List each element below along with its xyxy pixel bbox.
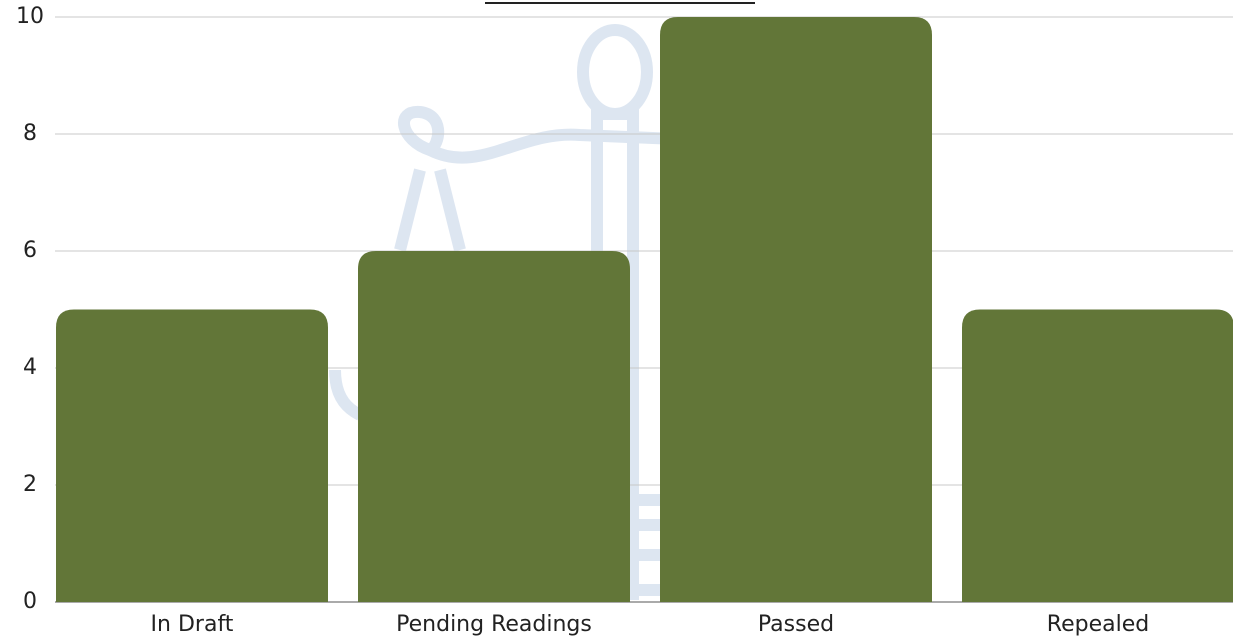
y-tick-label: 2 (23, 472, 37, 497)
y-tick-label: 0 (23, 589, 37, 614)
x-tick-label: Passed (758, 612, 834, 637)
x-tick-label: Pending Readings (396, 612, 592, 637)
y-tick-label: 10 (16, 4, 44, 29)
chart: 0 2 4 6 8 10 In Draft Pending Readings Passed Rep… (0, 0, 1233, 640)
bar (358, 251, 630, 602)
bar (962, 310, 1233, 603)
y-tick-label: 8 (23, 121, 37, 146)
bar (56, 310, 328, 603)
x-tick-label: Repealed (1047, 612, 1149, 637)
y-tick-label: 4 (23, 355, 37, 380)
y-tick-label: 6 (23, 238, 37, 263)
bar (660, 17, 932, 602)
x-tick-label: In Draft (151, 612, 234, 637)
